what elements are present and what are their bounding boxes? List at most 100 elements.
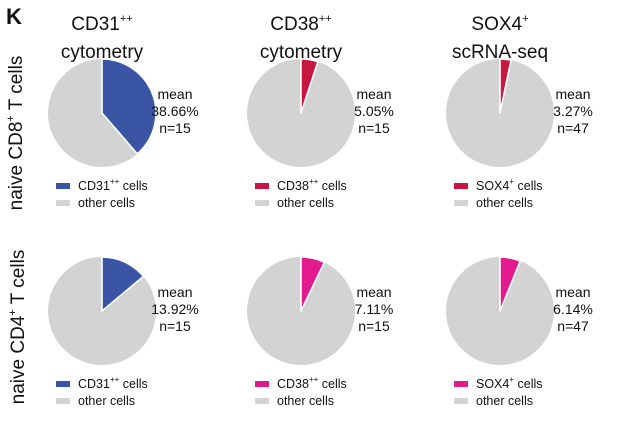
row-labels: naive CD8+ T cells naive CD4+ T cells [5,56,29,405]
legend-swatch [56,381,70,387]
stat-n-value: n=15 [358,318,390,334]
legend-swatch [454,381,468,387]
legend-swatch [255,200,269,206]
legend-swatch [454,183,468,189]
legend-swatch [255,398,269,404]
row-label: naive CD4+ T cells [7,250,29,405]
legend-label-text: other cells [277,394,334,408]
legend-label-superscript: ++ [110,375,120,384]
column-title-line1: CD38++ [270,13,331,35]
legend-label: CD38++ cells [277,177,347,193]
legend-label: other cells [476,196,533,210]
legend-label-text: cells [514,377,542,391]
pie-slice-highlight [101,58,157,155]
column-title-line2: cytometry [61,42,144,63]
legend-swatch [56,200,70,206]
column-title-line1: CD31++ [71,13,132,35]
pie-slice-highlight [499,256,522,312]
legend-label-text: SOX4 [476,179,509,193]
pie-slice-highlight [499,58,512,114]
legend-label-text: other cells [78,394,135,408]
legend-label-text: cells [514,179,542,193]
legend-label-text: cells [119,377,147,391]
stat-n-value: n=47 [557,120,589,136]
legend-label-text: cells [318,179,346,193]
stat-mean-label: mean [157,86,192,102]
legend-label: other cells [277,394,334,408]
legend-label: other cells [277,196,334,210]
row-label-text: T cells [8,250,29,310]
stat-mean-value: 7.11% [355,301,394,317]
row-label-text: T cells [6,56,27,116]
legend-label: other cells [476,394,533,408]
legend-label: CD38++ cells [277,375,347,391]
legend-label-text: CD38 [277,179,309,193]
panel-label: K [6,4,22,29]
legend-label-text: SOX4 [476,377,509,391]
stat-mean-value: 3.27% [553,103,593,119]
column-title-text: SOX4 [471,14,522,35]
legend-label-superscript: ++ [309,375,319,384]
legend-label-text: other cells [476,196,533,210]
column-title-line2: scRNA-seq [452,42,548,63]
legend-swatch [454,398,468,404]
column-title-line1: SOX4+ [471,13,528,35]
column-title-line2: cytometry [260,42,343,63]
legend-label: SOX4+ cells [476,177,543,193]
column-title-text: CD38 [270,14,319,35]
column-titles: CD31++cytometryCD38++cytometrySOX4+scRNA… [61,13,548,63]
stat-mean-label: mean [356,86,391,102]
legend-swatch [255,183,269,189]
legend-label: CD31++ cells [78,375,148,391]
stat-mean-label: mean [157,284,192,300]
pie-slice-highlight [101,256,145,312]
column-title-text: CD31 [71,14,120,35]
legend-label-text: other cells [277,196,334,210]
legend-label: CD31++ cells [78,177,148,193]
stat-n-value: n=15 [159,318,191,334]
row-label: naive CD8+ T cells [5,56,27,211]
stat-n-value: n=15 [159,120,191,136]
legend-swatch [454,200,468,206]
legend-swatch [255,381,269,387]
legend-swatch [56,183,70,189]
stat-mean-label: mean [555,86,590,102]
legend-label-superscript: ++ [110,177,120,186]
legend-swatch [56,398,70,404]
pie-slice-highlight [300,256,326,312]
legend-label-superscript: + [509,375,514,384]
legend-label-text: other cells [78,196,135,210]
column-title-superscript: ++ [319,13,332,25]
pie-slice-highlight [300,58,319,114]
legend-label-text: other cells [476,394,533,408]
legend-label: other cells [78,394,135,408]
stat-n-value: n=47 [557,318,589,334]
stat-mean-label: mean [356,284,391,300]
legend-label-text: cells [318,377,346,391]
stat-mean-value: 13.92% [151,301,198,317]
column-title-superscript: ++ [120,13,133,25]
legend-label-superscript: + [509,177,514,186]
stat-n-value: n=15 [358,120,390,136]
legend-label-text: CD38 [277,377,309,391]
stat-mean-label: mean [555,284,590,300]
stat-mean-value: 5.05% [354,103,394,119]
legend-label-text: cells [119,179,147,193]
row-label-text: naive CD4 [8,315,29,404]
legend-label-text: CD31 [78,377,110,391]
column-title-superscript: + [522,13,528,25]
row-label-superscript: + [7,309,19,315]
stat-mean-value: 6.14% [553,301,593,317]
stat-mean-value: 38.66% [151,103,198,119]
legend-label-text: CD31 [78,179,110,193]
legend-label: SOX4+ cells [476,375,543,391]
legend-label: other cells [78,196,135,210]
legend-label-superscript: ++ [309,177,319,186]
